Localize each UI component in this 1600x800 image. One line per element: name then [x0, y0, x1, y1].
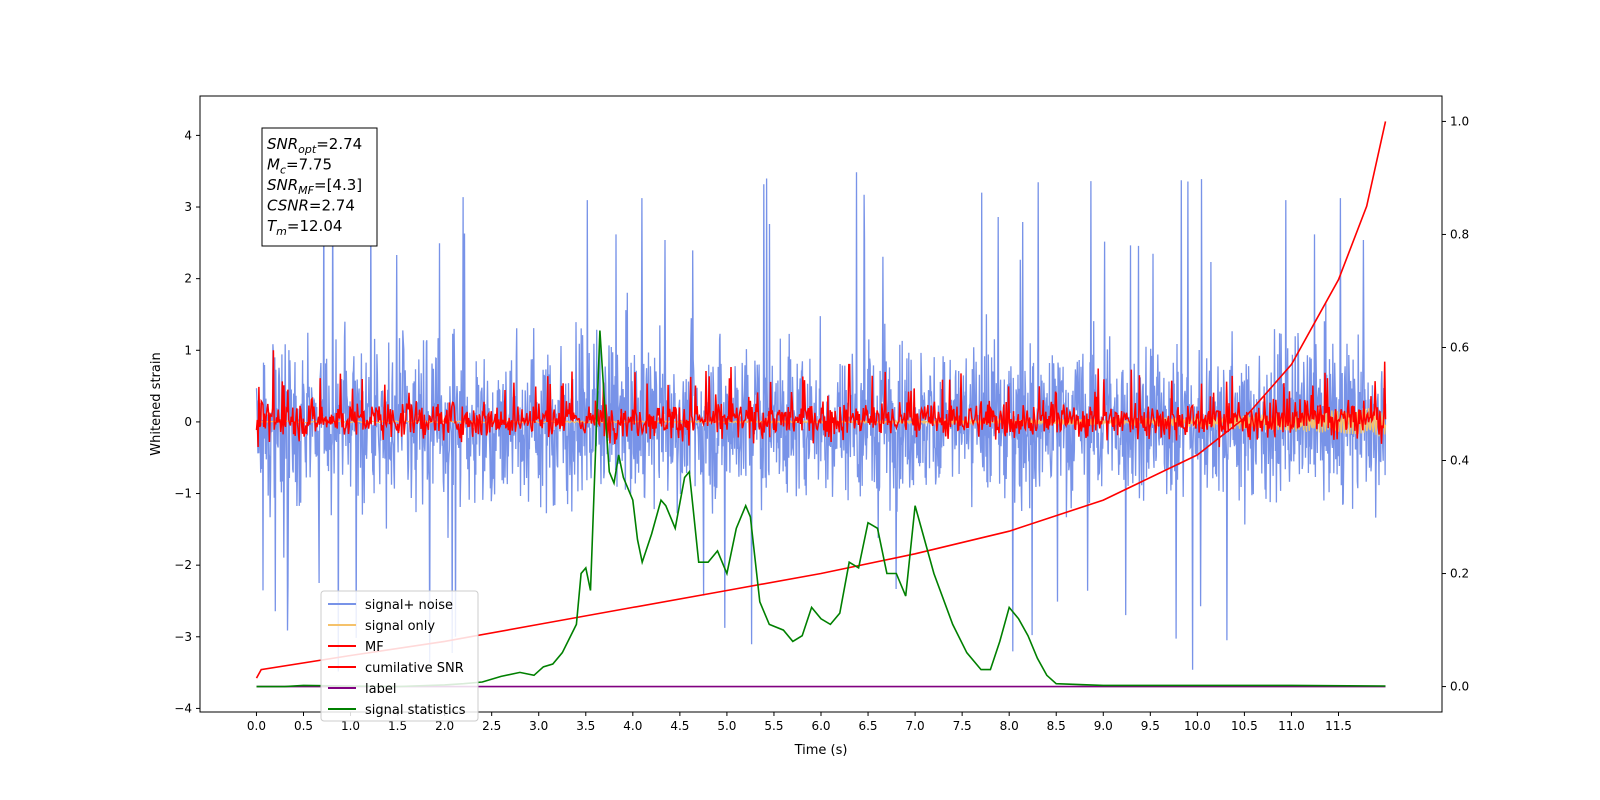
legend: signal+ noise signal only MF cumilative SNR…: [320, 590, 479, 722]
x-tick-label: 9.0: [1094, 719, 1113, 733]
x-tick-label: 8.0: [1000, 719, 1019, 733]
x-tick-label: 1.5: [388, 719, 407, 733]
series-signal-statistics: [256, 330, 1386, 688]
x-tick-label: 4.0: [623, 719, 642, 733]
x-tick-label: 6.0: [811, 719, 830, 733]
legend-label: label: [365, 682, 396, 697]
y-tick-label: 0: [184, 415, 192, 429]
y-axis-left: −4 −3 −2 −1 0 1 2 3 4: [174, 128, 200, 715]
y-axis-right: 0.0 0.2 0.4 0.6 0.8 1.0: [1442, 114, 1469, 694]
annotation-line: CSNR=2.74: [267, 197, 355, 215]
x-axis-label: Time (s): [794, 743, 848, 758]
legend-label: cumilative SNR: [365, 661, 464, 676]
y-tick-label: 3: [184, 200, 192, 214]
series-signal-noise: [255, 171, 1387, 672]
y-tick-label: −2: [174, 558, 192, 572]
x-tick-label: 1.0: [341, 719, 360, 733]
y2-tick-label: 0.0: [1450, 680, 1469, 694]
legend-label: signal only: [365, 619, 435, 634]
annotation-frame: [261, 127, 378, 247]
annotation-line: Mc=7.75: [267, 156, 332, 177]
annotation-line: Tm=12.04: [267, 217, 342, 238]
legend-label: signal statistics: [365, 703, 466, 718]
x-tick-label: 0.5: [294, 719, 313, 733]
y2-tick-label: 0.2: [1450, 567, 1469, 581]
y-tick-label: 2: [184, 272, 192, 286]
y-tick-label: 4: [184, 128, 192, 142]
x-tick-label: 3.5: [576, 719, 595, 733]
legend-frame: [320, 590, 479, 722]
y2-tick-label: 0.6: [1450, 340, 1469, 354]
x-tick-label: 9.5: [1141, 719, 1160, 733]
annotation-line: SNRMF=[4.3]: [267, 176, 362, 197]
x-tick-label: 10.0: [1184, 719, 1211, 733]
y2-tick-label: 1.0: [1450, 114, 1469, 128]
x-tick-label: 0.0: [247, 719, 266, 733]
y-axis-label: Whitened strain: [149, 352, 164, 455]
y-tick-label: 1: [184, 343, 192, 357]
legend-label: MF: [365, 640, 384, 655]
x-tick-label: 5.0: [717, 719, 736, 733]
x-tick-label: 7.0: [906, 719, 925, 733]
y-tick-label: −4: [174, 701, 192, 715]
x-tick-label: 4.5: [670, 719, 689, 733]
y-tick-label: −3: [174, 630, 192, 644]
x-tick-label: 2.5: [482, 719, 501, 733]
x-tick-label: 6.5: [858, 719, 877, 733]
x-axis: 0.0 0.5 1.0 1.5 2.0 2.5 3.0 3.5 4.0 4.5 5.0 5.5 6.0 6…: [247, 712, 1352, 733]
y2-tick-label: 0.4: [1450, 454, 1469, 468]
x-tick-label: 5.5: [764, 719, 783, 733]
x-tick-label: 10.5: [1231, 719, 1258, 733]
annotation-line: SNRopt=2.74: [267, 135, 362, 156]
x-tick-label: 7.5: [953, 719, 972, 733]
legend-label: signal+ noise: [365, 598, 453, 613]
x-tick-label: 11.5: [1325, 719, 1352, 733]
y2-tick-label: 0.8: [1450, 227, 1469, 241]
x-tick-label: 8.5: [1047, 719, 1066, 733]
series-mf: [255, 350, 1387, 448]
x-tick-label: 11.0: [1278, 719, 1305, 733]
y-tick-label: −1: [174, 487, 192, 501]
x-tick-label: 3.0: [529, 719, 548, 733]
x-tick-label: 2.0: [435, 719, 454, 733]
